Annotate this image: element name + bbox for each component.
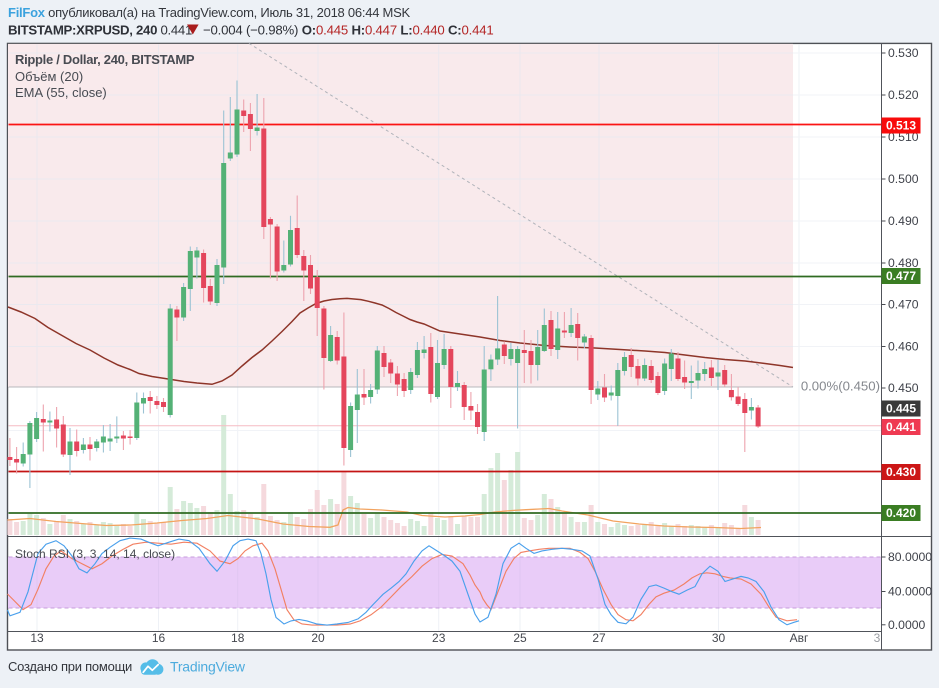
svg-text:18: 18 [231,631,245,645]
svg-text:0.513: 0.513 [886,119,916,133]
svg-text:0.477: 0.477 [886,269,916,283]
svg-text:Создано при помощи: Создано при помощи [8,659,132,674]
svg-text:Авг: Авг [790,631,809,645]
svg-text:13: 13 [30,631,44,645]
svg-text:40.0000: 40.0000 [888,585,932,599]
svg-text:25: 25 [513,631,527,645]
svg-text:0.520: 0.520 [888,88,919,102]
svg-text:0.480: 0.480 [888,256,919,270]
svg-text:0.445: 0.445 [886,402,916,416]
svg-text:0.450: 0.450 [888,381,919,395]
svg-text:0.00%(0.450): 0.00%(0.450) [801,379,880,394]
svg-text:0.490: 0.490 [888,214,919,228]
svg-text:BITSTAMP:XRPUSD, 240 0.441: BITSTAMP:XRPUSD, 240 0.441 [8,23,192,38]
svg-text:80.0000: 80.0000 [888,550,932,564]
svg-text:27: 27 [592,631,606,645]
svg-text:3: 3 [874,631,881,645]
svg-text:EMA (55, close): EMA (55, close) [15,85,107,100]
svg-text:0.0000: 0.0000 [888,618,925,632]
svg-text:0.420: 0.420 [886,506,916,520]
svg-text:16: 16 [152,631,166,645]
svg-text:Stoch RSI (3, 3, 14, 14, close: Stoch RSI (3, 3, 14, 14, close) [15,547,175,561]
svg-text:20: 20 [311,631,325,645]
svg-text:FilFox опубликовал(а) на Tradi: FilFox опубликовал(а) на TradingView.com… [8,5,411,20]
svg-text:0.530: 0.530 [888,46,919,60]
svg-text:0.430: 0.430 [886,465,916,479]
svg-text:0.500: 0.500 [888,172,919,186]
svg-text:−0.004 (−0.98%) O:0.445 H:0.44: −0.004 (−0.98%) O:0.445 H:0.447 L:0.440 … [203,23,493,38]
svg-text:0.441: 0.441 [886,420,916,434]
svg-text:0.460: 0.460 [888,340,919,354]
svg-text:23: 23 [432,631,446,645]
svg-text:30: 30 [712,631,726,645]
svg-text:TradingView: TradingView [170,659,246,675]
svg-text:0.470: 0.470 [888,298,919,312]
svg-text:Объём (20): Объём (20) [15,69,83,84]
svg-text:Ripple / Dollar, 240, BITSTAMP: Ripple / Dollar, 240, BITSTAMP [15,52,195,67]
